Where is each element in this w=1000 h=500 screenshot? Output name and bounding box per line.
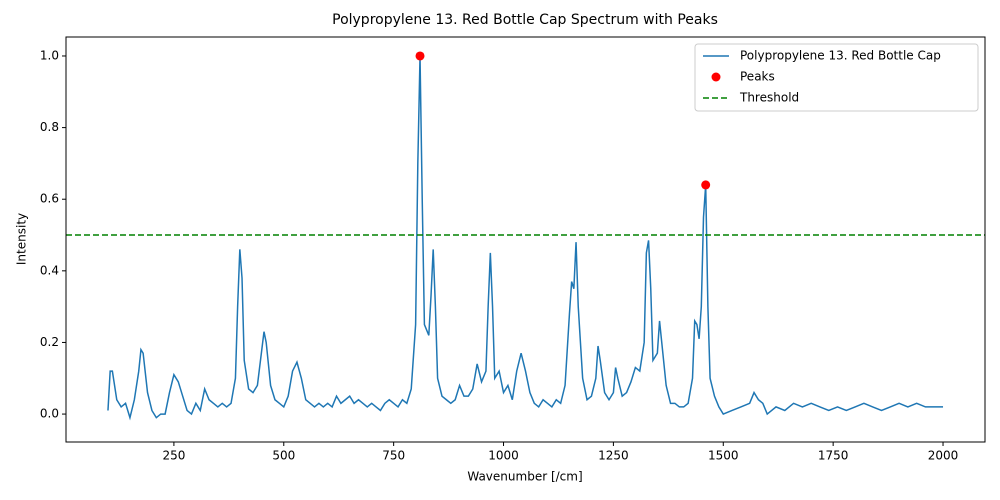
legend-label: Threshold xyxy=(739,91,799,105)
x-tick-label: 500 xyxy=(272,449,295,463)
peak-point xyxy=(415,51,425,61)
legend-label: Polypropylene 13. Red Bottle Cap xyxy=(740,49,941,63)
legend-box xyxy=(694,43,979,112)
axes-frame xyxy=(65,36,986,443)
y-tick-label: 1.0 xyxy=(40,48,59,62)
y-tick-label: 0.4 xyxy=(40,263,59,277)
x-tick-label: 1500 xyxy=(708,449,739,463)
y-tick-label: 0.8 xyxy=(40,120,59,134)
spectrum-line xyxy=(107,55,944,421)
x-axis-label: Wavenumber [/cm] xyxy=(467,470,582,484)
x-tick-label: 2000 xyxy=(928,449,959,463)
x-tick-label: 1250 xyxy=(598,449,629,463)
x-tick-label: 1750 xyxy=(818,449,849,463)
y-tick-label: 0.2 xyxy=(40,335,59,349)
y-axis-label: Intensity xyxy=(15,213,29,265)
legend-label: Peaks xyxy=(740,70,775,84)
y-tick-label: 0.0 xyxy=(40,407,59,421)
y-tick-label: 0.6 xyxy=(40,192,59,206)
x-tick-label: 750 xyxy=(382,449,405,463)
x-tick-label: 250 xyxy=(162,449,185,463)
chart-title: Polypropylene 13. Red Bottle Cap Spectru… xyxy=(332,12,718,28)
peak-point xyxy=(701,180,711,190)
x-tick-label: 1000 xyxy=(488,449,519,463)
legend-marker xyxy=(711,72,721,82)
